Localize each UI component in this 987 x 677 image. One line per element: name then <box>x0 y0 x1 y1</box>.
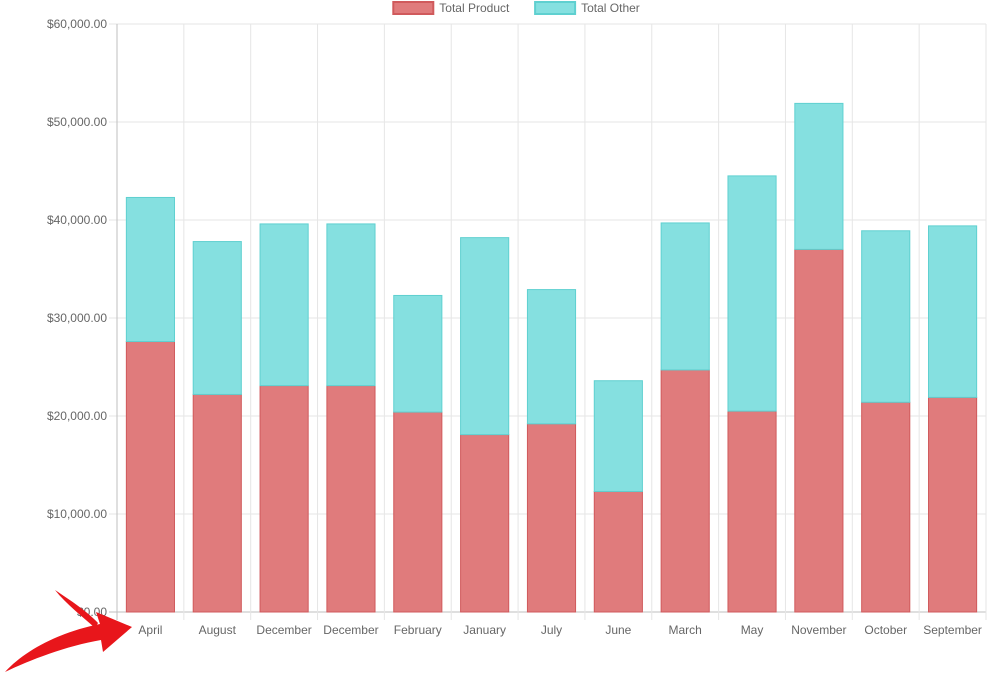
x-tick-label: November <box>791 623 846 637</box>
red-arrow-icon <box>5 590 132 672</box>
y-tick-label: $50,000.00 <box>47 115 107 129</box>
y-tick-label: $60,000.00 <box>47 17 107 31</box>
legend-label[interactable]: Total Product <box>439 1 510 15</box>
bar-total-other[interactable] <box>660 222 710 371</box>
bar-total-product[interactable] <box>526 423 577 613</box>
y-tick-label: $10,000.00 <box>47 507 107 521</box>
legend-swatch[interactable] <box>534 1 577 15</box>
bar-total-product[interactable] <box>794 248 844 613</box>
bar-total-product[interactable] <box>393 411 443 613</box>
bar-total-product[interactable] <box>861 401 911 613</box>
x-tick-label: August <box>199 623 237 637</box>
bar-total-product[interactable] <box>593 490 643 613</box>
bar-total-product[interactable] <box>928 396 978 613</box>
bar-total-product[interactable] <box>727 410 777 613</box>
bar-total-product[interactable] <box>660 369 710 613</box>
x-tick-label: July <box>541 623 562 637</box>
grid-layer <box>109 23 987 620</box>
x-tick-label: June <box>605 623 631 637</box>
red-arrow-tail <box>55 590 98 628</box>
bar-total-product[interactable] <box>460 434 510 613</box>
bars-layer <box>125 102 978 613</box>
x-tick-label: May <box>741 623 764 637</box>
bar-total-other[interactable] <box>526 289 577 425</box>
legend[interactable]: Total Product Total Other <box>392 1 640 15</box>
bar-total-other[interactable] <box>125 196 175 343</box>
x-tick-label: September <box>923 623 982 637</box>
y-tick-label: $40,000.00 <box>47 213 107 227</box>
x-tick-label: January <box>463 623 506 637</box>
bar-total-product[interactable] <box>326 385 376 613</box>
y-tick-label: $30,000.00 <box>47 311 107 325</box>
legend-label[interactable]: Total Other <box>581 1 640 15</box>
axis-layer: $0.00$10,000.00$20,000.00$30,000.00$40,0… <box>47 17 982 637</box>
bar-total-product[interactable] <box>192 393 242 613</box>
bar-total-other[interactable] <box>192 241 242 395</box>
x-tick-label: February <box>394 623 442 637</box>
x-tick-label: March <box>669 623 702 637</box>
bar-total-other[interactable] <box>326 223 376 387</box>
bar-total-other[interactable] <box>259 223 309 387</box>
x-tick-label: October <box>864 623 907 637</box>
red-arrow-shape <box>5 612 132 672</box>
bar-total-other[interactable] <box>928 225 978 398</box>
bar-total-other[interactable] <box>794 102 844 250</box>
y-tick-label: $20,000.00 <box>47 409 107 423</box>
bar-total-other[interactable] <box>861 230 911 403</box>
x-tick-label: December <box>256 623 311 637</box>
legend-swatch[interactable] <box>392 1 435 15</box>
bar-total-product[interactable] <box>125 341 175 613</box>
bar-total-product[interactable] <box>259 385 309 613</box>
bar-total-other[interactable] <box>460 237 510 436</box>
x-tick-label: April <box>138 623 162 637</box>
bar-total-other[interactable] <box>593 380 643 492</box>
bar-total-other[interactable] <box>393 294 443 413</box>
bar-total-other[interactable] <box>727 175 777 412</box>
x-tick-label: December <box>323 623 378 637</box>
